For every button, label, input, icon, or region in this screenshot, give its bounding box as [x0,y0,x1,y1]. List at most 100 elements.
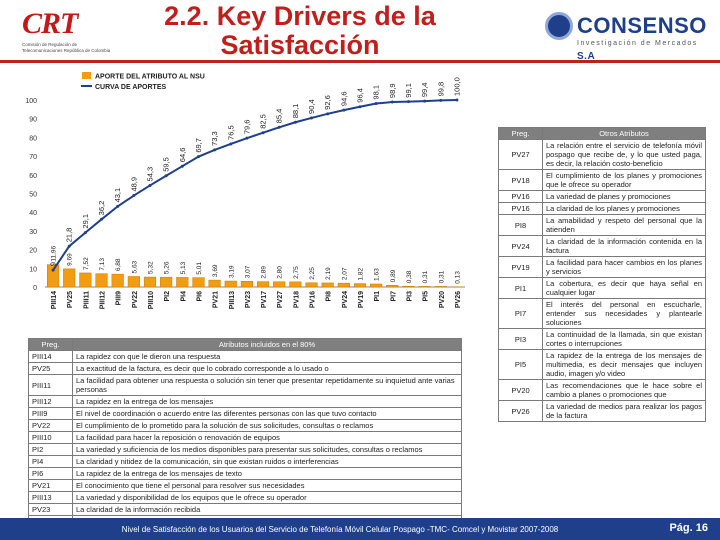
curve-value-label: 100,0 [452,77,461,96]
x-category-label: PV16 [310,291,317,308]
x-category-label: PI4 [180,291,187,302]
curve-point [100,217,104,221]
chart-bar [289,281,302,288]
chart-bar [79,272,92,288]
x-category-label: PIII9 [116,291,123,306]
chart-bar [402,286,415,288]
curve-point [277,125,281,129]
bar-value-label: 6,88 [115,258,122,271]
curve-value-label: 82,5 [259,114,268,129]
x-category-label: PIII14 [51,291,58,309]
bar-value-label: 0,89 [390,269,397,282]
question-code-cell: PV25 [28,362,73,375]
page-number: Pág. 16 [669,522,708,534]
attribute-description-cell: El conocimiento que tiene el personal pa… [72,479,462,492]
x-category-label: PI8 [326,291,333,302]
chart-bar [386,285,399,288]
attribute-description-cell: Las recomendaciones que le hace sobre el… [542,379,706,401]
x-category-label: PI5 [423,291,430,302]
question-code-cell: PIII11 [28,374,73,396]
attribute-description-cell: La rapidez en la entrega de los mensajes [72,395,462,408]
pareto-chart: 0 10 20 30 40 50 60 70 80 90 100 APORTE DEL ATRIBUT… [25,72,465,309]
footer-bar [0,518,720,540]
chart-bar [95,273,108,288]
chart-bar [337,282,350,288]
curve-point [51,268,55,272]
curve-point [293,120,297,124]
bar-value-label: 5,32 [148,261,155,274]
attribute-description-cell: La variedad de medios para realizar los … [542,400,706,422]
question-code-cell: PV16 [498,190,543,203]
page-title: 2.2. Key Drivers de la Satisfacción [164,1,436,60]
table-header-row: Preg. Otros Atributos [498,127,706,140]
curve-point [67,244,71,248]
chart-bar [111,273,124,288]
curve-point [423,99,427,103]
chart-bar [305,282,318,288]
curve-point [310,116,314,120]
bar-value-label: 11,96 [51,245,58,261]
header-divider [0,60,720,63]
x-category-label: PV18 [293,291,300,308]
chart-bar [257,281,270,288]
attribute-description-cell: La facilidad para obtener una respuesta … [72,374,462,396]
table-row: PIII10 La facilidad para hacer la reposic… [28,431,462,444]
cumulative-curve-line [52,99,457,271]
attribute-description-cell: La claridad de los planes y promociones [542,202,706,215]
curve-point [196,155,200,159]
attribute-description-cell: El cumplimiento de lo prometido para la … [72,419,462,432]
question-code-cell: PV19 [498,256,543,278]
curve-value-label: 99,8 [436,82,445,97]
chart-bar [192,277,205,288]
table-row: PV25 La exactitud de la factura, es decir… [28,362,462,375]
curve-value-label: 36,2 [97,201,106,216]
column-header-preg: Preg. [498,127,543,140]
curve-value-label: 92,6 [323,95,332,110]
attribute-description-cell: La facilidad para hacer cambios en los p… [542,256,706,278]
curve-value-label: 99,1 [404,83,413,98]
question-code-cell: PV21 [28,479,73,492]
bar-value-label: 5,26 [164,261,171,274]
curve-point [390,100,394,104]
column-header-preg: Preg. [28,338,73,351]
chart-bar [208,279,221,288]
table-row: PIII9 El nivel de coordinación o acuerdo … [28,407,462,420]
bar-value-label: 2,07 [341,267,348,280]
column-header-otros-atributos: Otros Atributos [542,127,706,140]
question-code-cell: PIII9 [28,407,73,420]
table-header-row: Preg. Atributos incluidos en el 80% [28,338,462,351]
x-category-label: PIII11 [83,291,90,309]
curve-point [358,105,362,109]
bar-value-label: 1,63 [374,268,381,281]
included-attributes-table: Preg. Atributos incluidos en el 80% PIII… [28,338,462,540]
table-row: PV27 La relación entre el servicio de tel… [498,139,706,170]
table-row: PI3 La continuidad de la llamada, sin que… [498,328,706,350]
curve-value-label: 76,5 [226,125,235,140]
x-category-label: PV27 [277,291,284,308]
bar-value-label: 9,69 [67,253,74,266]
question-code-cell: PIII13 [28,491,73,504]
attribute-description-cell: La claridad de la información recibida [72,503,462,516]
chart-bar [176,277,189,288]
x-category-label: PV17 [261,291,268,308]
table-row: PI1 La cobertura, es decir que haya señal… [498,277,706,299]
legend-bar-label: APORTE DEL ATRIBUTO AL NSU [95,74,205,81]
consenso-logo: CONSENSO S.A Investigación de Mercados [545,8,715,62]
y-tick-label: 10 [29,266,37,273]
curve-point [148,183,152,187]
curve-point [83,231,87,235]
attribute-description-cell: La amabilidad y respeto del personal que… [542,214,706,236]
bar-value-label: 5,01 [196,262,203,275]
curve-value-label: 9 [49,262,58,266]
attribute-description-cell: La facilidad para hacer la reposición o … [72,431,462,444]
y-tick-label: 60 [29,173,37,180]
bar-value-label: 0,13 [454,271,461,284]
table-row: PI7 El interés del personal en escucharle… [498,298,706,329]
chart-bar [370,283,383,288]
curve-value-label: 48,9 [129,177,138,192]
table-row: PV16 La claridad de los planes y promocio… [498,202,706,215]
y-tick-label: 20 [29,248,37,255]
question-code-cell: PI8 [498,214,543,236]
question-code-cell: PV23 [28,503,73,516]
question-code-cell: PV27 [498,139,543,170]
